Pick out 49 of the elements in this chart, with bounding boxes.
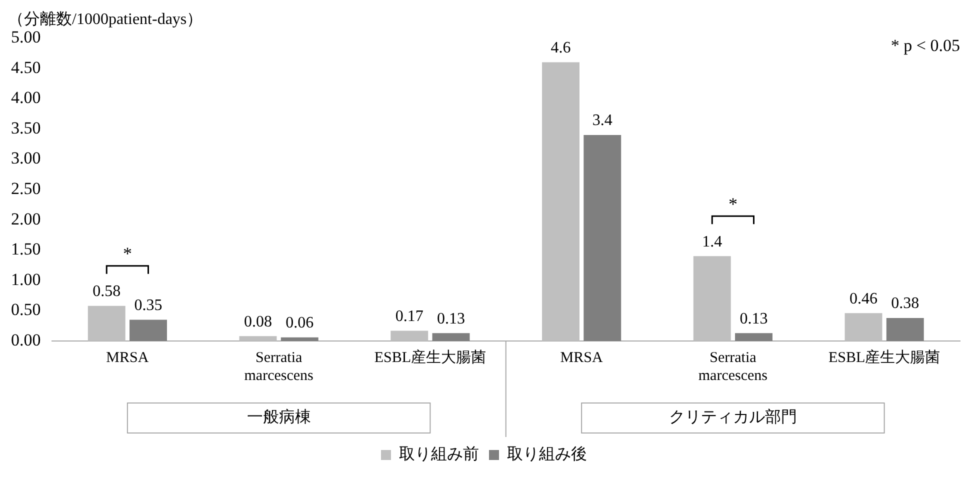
text: 一般病棟: [246, 408, 311, 426]
bar: [390, 330, 428, 341]
data-label: 0.06: [286, 314, 314, 332]
bar: [239, 336, 277, 341]
data-label: 1.4: [702, 233, 722, 250]
y-tick-label: 3.50: [11, 118, 41, 138]
legend-label: 取り組み前: [399, 445, 479, 464]
annotation: *: [122, 244, 132, 264]
bar: [886, 318, 924, 341]
data-label: 0.58: [92, 283, 121, 300]
bar: [432, 333, 470, 341]
bar: [130, 320, 167, 341]
y-tick-label: 2.50: [11, 178, 41, 198]
bar: [584, 134, 622, 341]
annotation: *: [728, 194, 738, 214]
data-label: 0.46: [850, 290, 878, 308]
y-tick-label: 4.50: [11, 58, 41, 77]
y-tick-label: 5.00: [11, 27, 41, 46]
x-tick-label: MRSA: [560, 350, 603, 366]
data-label: 0.13: [437, 310, 465, 328]
bar: [542, 62, 580, 341]
data-label: 0.17: [395, 308, 424, 325]
y-tick-label: 3.00: [11, 148, 41, 168]
bar: [88, 306, 126, 341]
y-tick-label: 2.00: [11, 209, 41, 228]
bar: [735, 333, 772, 341]
bar: [280, 337, 318, 341]
x-tick-label: Serratia marcescens: [244, 350, 314, 384]
data-label: 4.6: [550, 39, 571, 56]
y-axis-title: （分離数/1000patient-days）: [8, 10, 203, 28]
legend-label: 取り組み後: [507, 445, 587, 464]
annotation: * p < 0.05: [890, 36, 960, 55]
y-tick-label: 0.00: [11, 330, 41, 350]
data-label: 0.08: [244, 313, 272, 330]
x-tick-label: ESBL産生大腸菌: [828, 348, 940, 366]
y-tick-label: 4.00: [11, 88, 41, 108]
x-tick-label: MRSA: [106, 350, 149, 366]
text: クリティカル部門: [668, 408, 797, 426]
data-label: 0.13: [740, 310, 768, 328]
x-tick-label: ESBL産生大腸菌: [374, 348, 486, 366]
y-tick-label: 1.00: [11, 270, 41, 289]
data-label: 3.4: [592, 112, 612, 130]
y-tick-label: 0.50: [11, 300, 41, 320]
data-label: 0.38: [891, 295, 920, 312]
bar: [693, 256, 731, 341]
y-tick-label: 1.50: [11, 240, 41, 259]
bar: [844, 313, 882, 341]
data-label: 0.35: [134, 296, 162, 314]
x-tick-label: Serratia marcescens: [698, 350, 768, 384]
